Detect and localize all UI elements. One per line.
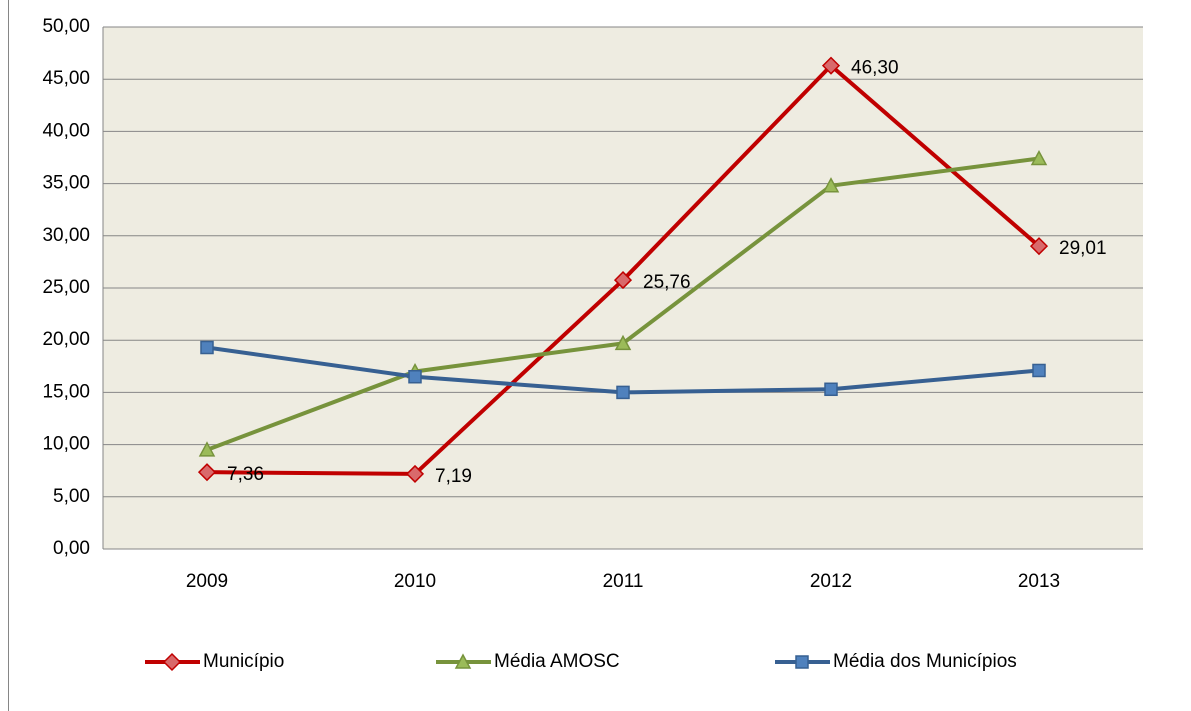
data-label: 46,30 <box>851 58 899 79</box>
marker <box>1030 149 1048 166</box>
legend-label: Média AMOSC <box>494 651 620 672</box>
y-tick-label: 25,00 <box>42 277 90 298</box>
y-tick-label: 35,00 <box>42 173 90 194</box>
marker <box>613 271 633 290</box>
data-label: 25,76 <box>643 272 691 293</box>
data-label: 29,01 <box>1059 238 1107 259</box>
legend-label: Média dos Municípios <box>833 651 1017 672</box>
marker <box>405 464 425 483</box>
marker <box>162 652 182 672</box>
y-tick-label: 40,00 <box>42 120 90 141</box>
data-label: 7,36 <box>227 464 264 485</box>
legend-label: Município <box>203 651 284 672</box>
x-tick-label: 2012 <box>810 571 852 592</box>
y-tick-label: 20,00 <box>42 329 90 350</box>
marker <box>197 463 217 482</box>
x-tick-label: 2010 <box>394 571 436 592</box>
y-tick-label: 10,00 <box>42 434 90 455</box>
marker <box>198 441 216 457</box>
marker <box>408 369 422 384</box>
marker <box>1029 237 1049 256</box>
marker <box>616 385 630 400</box>
x-tick-label: 2013 <box>1018 571 1060 592</box>
data-label: 7,19 <box>435 466 472 487</box>
marker <box>1032 363 1046 378</box>
y-tick-label: 30,00 <box>42 225 90 246</box>
x-tick-label: 2011 <box>603 571 644 592</box>
marker <box>824 382 838 397</box>
y-tick-label: 5,00 <box>53 486 90 507</box>
marker <box>822 177 840 193</box>
x-tick-label: 2009 <box>186 571 228 592</box>
marker <box>200 340 214 355</box>
y-tick-label: 50,00 <box>42 16 90 37</box>
marker <box>454 653 472 669</box>
y-tick-label: 45,00 <box>42 68 90 89</box>
marker <box>614 334 632 351</box>
marker <box>795 655 809 669</box>
y-tick-label: 0,00 <box>53 538 90 559</box>
y-tick-label: 15,00 <box>42 381 90 402</box>
marker <box>821 56 841 75</box>
